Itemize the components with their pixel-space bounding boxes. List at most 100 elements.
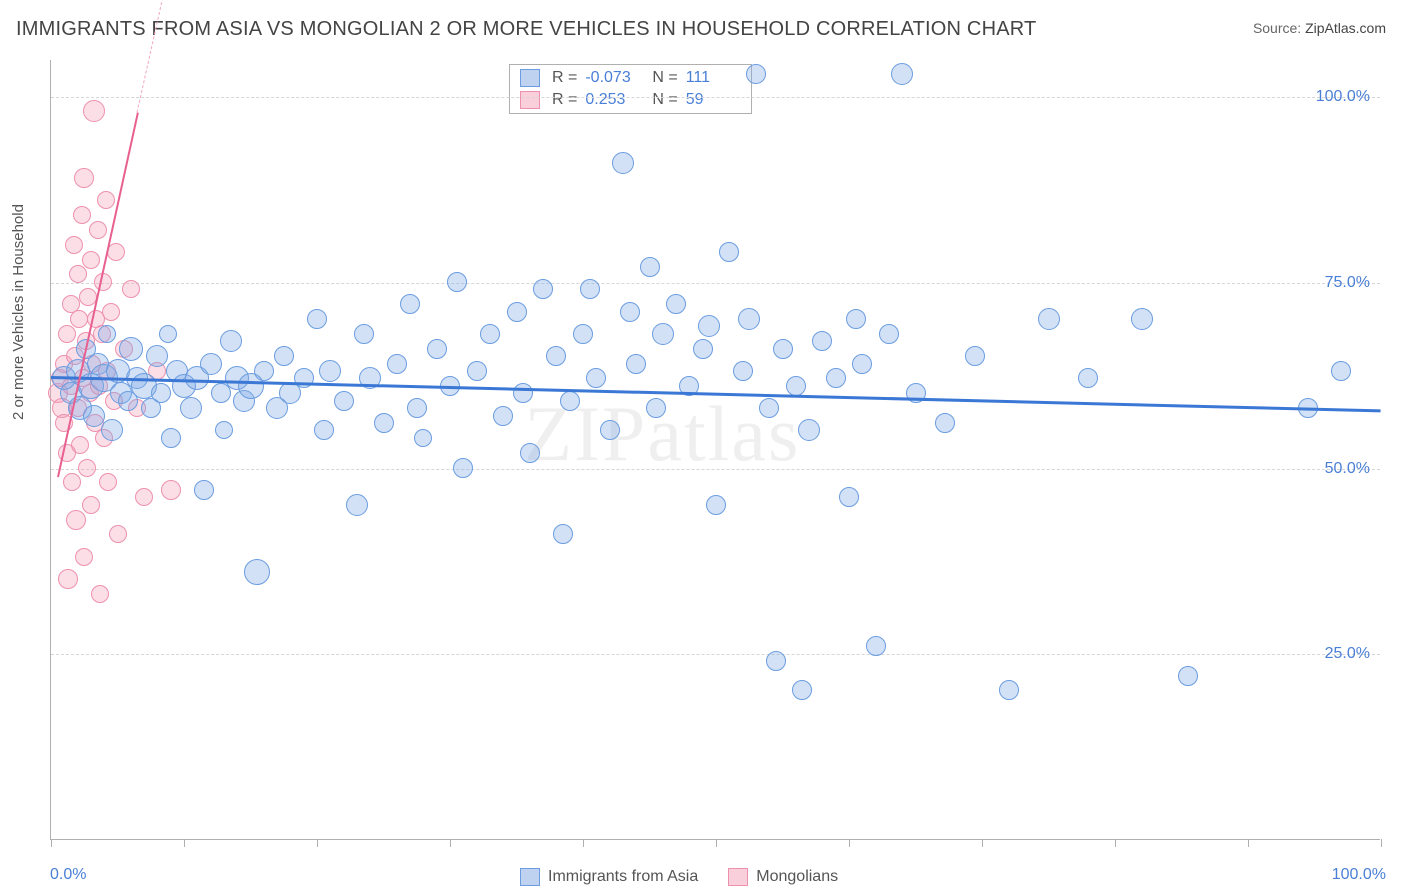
y-tick-label: 75.0% (1325, 274, 1370, 292)
x-tick (1381, 839, 1382, 847)
swatch-pink-icon (728, 868, 748, 886)
scatter-point-blue (560, 391, 580, 411)
x-tick (716, 839, 717, 847)
x-tick (1248, 839, 1249, 847)
scatter-point-blue (646, 398, 666, 418)
scatter-point-blue (533, 279, 553, 299)
scatter-point-blue (812, 331, 832, 351)
scatter-point-blue (746, 64, 766, 84)
scatter-point-blue (254, 361, 274, 381)
scatter-point-pink (161, 480, 181, 500)
x-tick (450, 839, 451, 847)
scatter-point-blue (846, 309, 866, 329)
scatter-point-blue (354, 324, 374, 344)
scatter-point-blue (839, 487, 859, 507)
scatter-point-blue (1078, 368, 1098, 388)
scatter-point-blue (146, 345, 168, 367)
scatter-point-pink (91, 585, 109, 603)
scatter-point-blue (407, 398, 427, 418)
x-tick (982, 839, 983, 847)
scatter-point-blue (387, 354, 407, 374)
scatter-point-pink (58, 325, 76, 343)
scatter-point-blue (546, 346, 566, 366)
scatter-point-blue (792, 680, 812, 700)
scatter-point-pink (89, 221, 107, 239)
x-tick (317, 839, 318, 847)
scatter-point-blue (314, 420, 334, 440)
scatter-point-blue (626, 354, 646, 374)
legend-item-blue: Immigrants from Asia (520, 868, 698, 886)
r-value: 0.253 (585, 91, 640, 109)
scatter-point-pink (69, 265, 87, 283)
scatter-point-blue (520, 443, 540, 463)
scatter-point-pink (135, 488, 153, 506)
legend-label-blue: Immigrants from Asia (548, 868, 698, 886)
scatter-point-blue (798, 419, 820, 441)
scatter-point-blue (706, 495, 726, 515)
n-label: N = (652, 91, 677, 109)
scatter-point-blue (553, 524, 573, 544)
scatter-point-blue (600, 420, 620, 440)
scatter-point-pink (99, 473, 117, 491)
r-label: R = (552, 69, 577, 87)
scatter-point-blue (999, 680, 1019, 700)
scatter-point-blue (427, 339, 447, 359)
scatter-point-blue (852, 354, 872, 374)
scatter-point-blue (891, 63, 913, 85)
source-value: ZipAtlas.com (1305, 20, 1386, 36)
scatter-point-pink (58, 569, 78, 589)
scatter-point-blue (693, 339, 713, 359)
scatter-point-blue (453, 458, 473, 478)
scatter-point-blue (513, 383, 533, 403)
scatter-point-blue (215, 421, 233, 439)
scatter-point-pink (102, 303, 120, 321)
scatter-point-blue (698, 315, 720, 337)
y-tick-label: 25.0% (1325, 645, 1370, 663)
stats-row-pink: R = 0.253 N = 59 (510, 89, 751, 111)
scatter-point-blue (1331, 361, 1351, 381)
gridline (51, 469, 1380, 470)
scatter-point-pink (66, 510, 86, 530)
gridline (51, 97, 1380, 98)
scatter-point-blue (935, 413, 955, 433)
n-value: 59 (686, 91, 741, 109)
scatter-point-blue (1131, 308, 1153, 330)
swatch-pink-icon (520, 91, 540, 109)
gridline (51, 654, 1380, 655)
scatter-point-blue (307, 309, 327, 329)
scatter-point-blue (334, 391, 354, 411)
scatter-point-pink (74, 168, 94, 188)
scatter-point-blue (194, 480, 214, 500)
scatter-point-pink (78, 459, 96, 477)
scatter-point-blue (274, 346, 294, 366)
scatter-point-pink (65, 236, 83, 254)
scatter-point-blue (620, 302, 640, 322)
scatter-point-blue (1178, 666, 1198, 686)
scatter-point-blue (786, 376, 806, 396)
scatter-point-blue (98, 325, 116, 343)
scatter-point-blue (319, 360, 341, 382)
scatter-point-blue (640, 257, 660, 277)
legend-item-pink: Mongolians (728, 868, 838, 886)
gridline (51, 283, 1380, 284)
scatter-point-blue (573, 324, 593, 344)
scatter-point-blue (738, 308, 760, 330)
scatter-point-blue (759, 398, 779, 418)
chart-title: IMMIGRANTS FROM ASIA VS MONGOLIAN 2 OR M… (16, 18, 1036, 41)
stats-row-blue: R = -0.073 N = 111 (510, 67, 751, 89)
scatter-point-pink (70, 310, 88, 328)
scatter-point-pink (107, 243, 125, 261)
scatter-point-pink (63, 473, 81, 491)
scatter-point-blue (719, 242, 739, 262)
swatch-blue-icon (520, 868, 540, 886)
scatter-point-blue (294, 368, 314, 388)
x-tick (184, 839, 185, 847)
legend-label-pink: Mongolians (756, 868, 838, 886)
y-axis-label: 2 or more Vehicles in Household (10, 204, 27, 420)
stats-legend-box: R = -0.073 N = 111 R = 0.253 N = 59 (509, 64, 752, 114)
scatter-point-blue (159, 325, 177, 343)
x-axis-max-label: 100.0% (1332, 866, 1386, 884)
scatter-point-blue (965, 346, 985, 366)
scatter-point-blue (766, 651, 786, 671)
scatter-point-blue (220, 330, 242, 352)
